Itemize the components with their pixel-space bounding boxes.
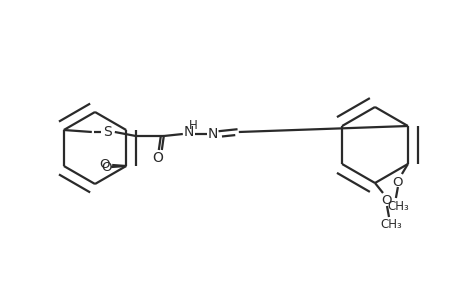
- Text: CH₃: CH₃: [386, 200, 408, 212]
- Text: CH₃: CH₃: [379, 218, 401, 232]
- Text: O: O: [101, 160, 111, 173]
- Text: O: O: [152, 151, 163, 165]
- Text: S: S: [103, 125, 112, 139]
- Text: H: H: [188, 118, 197, 131]
- Text: O: O: [392, 176, 402, 188]
- Text: O: O: [381, 194, 392, 208]
- Text: O: O: [99, 158, 109, 170]
- Text: N: N: [207, 127, 218, 141]
- Text: N: N: [183, 125, 194, 139]
